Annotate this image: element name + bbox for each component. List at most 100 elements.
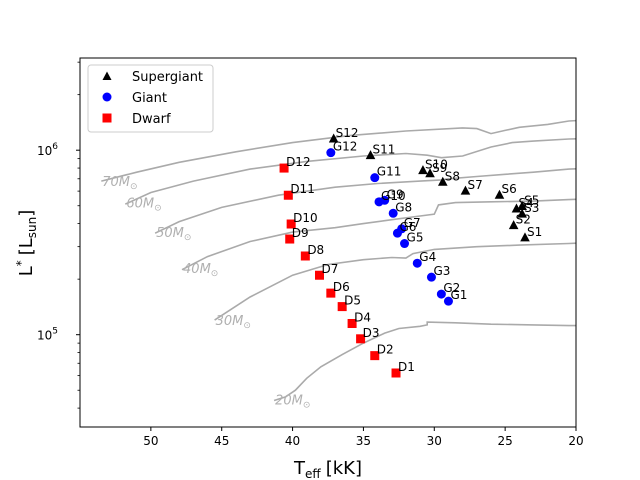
track-label-20m: 20M⊙ [275,394,310,411]
legend-marker-giant [102,92,112,102]
point-s10 [418,165,428,175]
legend-label-giant: Giant [132,91,167,106]
track-20m [273,321,576,402]
point-g1 [443,296,453,306]
point-label-s12: S12 [336,126,359,140]
y-tick-label-100000: 105 [37,327,58,343]
point-s2 [508,220,519,230]
point-g5 [400,239,410,249]
plot-frame [79,57,577,428]
point-s11 [365,150,376,160]
point-label-g5: G5 [407,231,424,245]
point-label-g3: G3 [433,264,450,278]
point-label-g7: G7 [404,216,421,230]
point-d7 [314,270,324,280]
track-label-30m: 30M⊙ [216,314,251,331]
x-tick-label-40: 40 [285,434,300,448]
point-d4 [347,318,357,328]
point-s9 [425,168,435,178]
point-label-d6: D6 [333,280,350,294]
point-d8 [300,251,310,261]
track-labels: 70M⊙ 60M⊙ 50M⊙ 40M⊙ 30M⊙ 20M⊙ [102,175,310,410]
point-label-s2: S2 [516,213,531,227]
point-label-d8: D8 [307,243,324,257]
point-label-s10: S10 [425,158,448,172]
point-label-s8: S8 [445,169,460,183]
point-d9 [285,234,295,244]
point-s1 [520,232,530,242]
point-label-d10: D10 [293,211,318,225]
x-tick-label-45: 45 [214,434,229,448]
point-label-s6: S6 [501,182,516,196]
point-d6 [326,288,336,298]
x-tick-label-25: 25 [498,434,513,448]
legend-marker-dwarf [102,113,112,123]
point-s5 [517,201,527,211]
legend: Supergiant Giant Dwarf [87,64,214,133]
point-label-d1: D1 [398,360,415,374]
x-axis-label: Teff [kK] [293,458,362,480]
point-label-s3: S3 [524,201,539,215]
point-s4 [511,203,522,213]
y-axis-ticks: 105 106 [37,61,80,409]
point-label-g8: G8 [395,200,412,214]
track-label-60m: 60M⊙ [126,197,161,214]
point-label-s4: S4 [518,196,533,210]
point-label-d2: D2 [377,343,394,357]
point-label-d4: D4 [354,310,371,324]
point-d5 [337,302,347,312]
point-g8 [388,208,398,218]
track-40m [181,198,576,271]
point-label-d5: D5 [344,294,361,308]
track-label-40m: 40M⊙ [183,262,218,279]
point-label-s5: S5 [524,194,539,208]
point-d11 [283,190,293,200]
point-g2 [436,289,446,299]
legend-label-dwarf: Dwarf [132,112,171,127]
point-s8 [437,176,448,186]
point-g11 [370,173,380,183]
point-g10 [374,197,384,207]
x-tick-label-30: 30 [427,434,442,448]
point-labels: S1S2S3S4S5S6S7S8S9S10S11S12G1G2G3G4G5G6G… [286,126,542,374]
track-label-50m: 50M⊙ [156,226,191,243]
point-d2 [370,351,380,361]
point-label-g2: G2 [443,281,460,295]
point-g7 [397,224,407,234]
point-label-g9: G9 [387,187,404,201]
point-s3 [517,208,527,218]
point-d12 [279,163,289,173]
x-axis-ticks: 50 45 40 35 30 25 20 [143,427,584,448]
track-70m [101,119,576,182]
point-label-g11: G11 [377,165,402,179]
point-g3 [426,272,436,282]
point-label-g1: G1 [450,288,467,302]
track-60m [124,137,576,205]
point-label-d7: D7 [321,262,338,276]
point-s7 [460,185,471,195]
point-label-g12: G12 [333,140,358,154]
point-g12 [326,148,336,158]
point-g4 [412,258,422,268]
point-label-d11: D11 [290,182,315,196]
y-tick-label-1000000: 106 [37,142,58,158]
x-tick-label-35: 35 [356,434,371,448]
track-label-70m: 70M⊙ [102,175,137,192]
point-label-d12: D12 [286,155,311,169]
legend-box [87,64,214,133]
point-label-d9: D9 [292,226,309,240]
point-label-s1: S1 [527,225,542,239]
point-label-s9: S9 [432,161,447,175]
legend-label-supergiant: Supergiant [132,70,203,85]
evolutionary-tracks [101,119,576,402]
x-tick-label-20: 20 [568,434,583,448]
point-d10 [286,219,296,229]
point-label-g4: G4 [419,250,436,264]
point-label-g6: G6 [399,220,416,234]
legend-marker-supergiant [102,71,112,80]
y-axis-label: L*[Lsun] [14,210,39,277]
point-s12 [328,133,339,143]
track-30m [214,242,576,321]
x-tick-label-50: 50 [143,434,158,448]
